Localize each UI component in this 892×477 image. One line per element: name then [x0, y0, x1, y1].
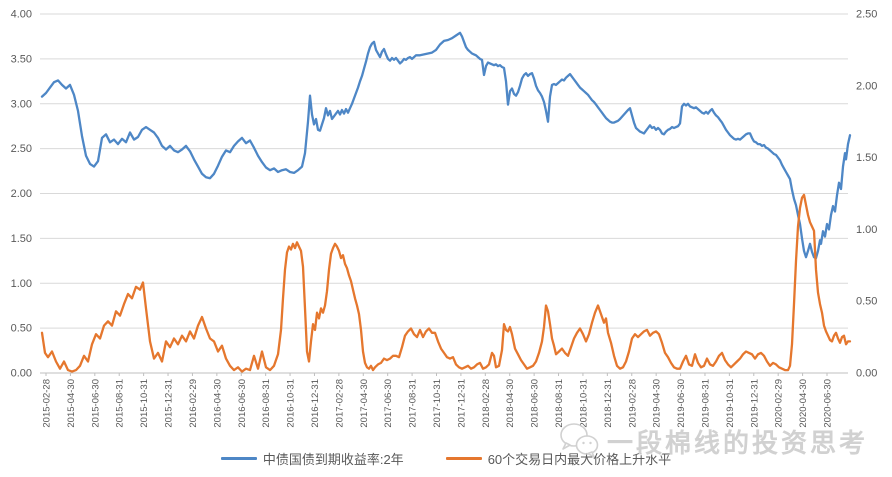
y-axis-left-tick-label: 2.00	[11, 188, 32, 200]
legend-item-max-price-rise[interactable]: 60个交易日内最大价格上升水平	[445, 449, 672, 468]
x-axis-date-label: 2017-08-31	[408, 379, 419, 428]
legend-item-bond-yield[interactable]: 中债国债到期收益率:2年	[220, 449, 404, 468]
orange-line-swatch-icon	[445, 456, 482, 460]
x-axis-date-label: 2016-06-30	[237, 379, 248, 428]
x-axis-date-label: 2019-08-31	[700, 379, 711, 428]
x-axis-date-label: 2018-06-30	[530, 379, 541, 428]
x-axis-date-label: 2020-02-29	[774, 379, 785, 428]
x-axis-date-label: 2016-04-30	[212, 379, 223, 428]
y-axis-right-tick-label: 1.00	[856, 224, 877, 236]
x-axis-date-label: 2015-06-30	[90, 379, 101, 428]
x-axis-date-label: 2018-08-31	[554, 379, 565, 428]
x-axis-date-label: 2018-02-28	[481, 379, 492, 428]
x-axis-date-label: 2019-04-30	[652, 379, 663, 428]
chart-legend: 中债国债到期收益率:2年 60个交易日内最大价格上升水平	[0, 446, 892, 470]
x-axis-date-label: 2017-06-30	[383, 379, 394, 428]
x-axis-date-label: 2018-04-30	[505, 379, 516, 428]
x-axis-date-label: 2017-04-30	[359, 379, 370, 428]
y-axis-right-tick-label: 1.50	[856, 152, 877, 164]
x-axis-date-label: 2015-08-31	[115, 379, 126, 428]
y-axis-left-tick-label: 3.00	[11, 98, 32, 110]
legend-label-bond-yield: 中债国债到期收益率:2年	[262, 451, 404, 467]
x-axis-date-label: 2015-04-30	[66, 379, 77, 428]
y-axis-left-tick-label: 1.50	[11, 233, 32, 245]
y-axis-left-tick-label: 1.00	[11, 278, 32, 290]
x-axis-date-label: 2018-10-31	[578, 379, 589, 428]
y-axis-left-tick-label: 2.50	[11, 143, 32, 155]
x-axis-date-label: 2016-10-31	[286, 379, 297, 428]
x-axis-date-label: 2017-02-28	[334, 379, 345, 428]
x-axis-date-label: 2016-12-31	[310, 379, 321, 428]
blue-line-swatch-icon	[220, 456, 257, 460]
x-axis-date-label: 2015-12-31	[164, 379, 175, 428]
x-axis-date-label: 2016-02-29	[188, 379, 199, 428]
y-axis-right-tick-label: 0.50	[856, 296, 877, 308]
x-axis-date-label: 2017-10-31	[432, 379, 443, 428]
x-axis-date-label: 2019-02-28	[627, 379, 638, 428]
x-axis-date-label: 2019-10-31	[725, 379, 736, 428]
x-axis-date-label: 2019-06-30	[676, 379, 687, 428]
x-axis-date-label: 2015-10-31	[139, 379, 150, 428]
blue-series-line	[40, 31, 852, 260]
x-axis-date-label: 2018-12-31	[603, 379, 614, 428]
y-axis-left-tick-label: 0.50	[11, 323, 32, 335]
y-axis-left-tick-label: 4.00	[11, 9, 32, 21]
y-axis-right-tick-label: 2.00	[856, 80, 877, 92]
x-axis-date-label: 2019-12-31	[749, 379, 760, 428]
y-axis-right-tick-label: 2.50	[856, 9, 877, 21]
x-axis-date-label: 2020-04-30	[798, 379, 809, 428]
y-axis-left-tick-label: 3.50	[11, 53, 32, 65]
x-axis-date-label: 2017-12-31	[456, 379, 467, 428]
y-axis-right-tick-label: 0.00	[856, 368, 877, 380]
x-axis-date-label: 2016-08-31	[261, 379, 272, 428]
y-axis-left-tick-label: 0.00	[11, 368, 32, 380]
x-axis-date-label: 2015-02-28	[42, 379, 53, 428]
orange-series-line	[40, 193, 852, 373]
x-axis-date-label: 2020-06-30	[823, 379, 834, 428]
legend-label-max-price-rise: 60个交易日内最大价格上升水平	[487, 451, 672, 467]
